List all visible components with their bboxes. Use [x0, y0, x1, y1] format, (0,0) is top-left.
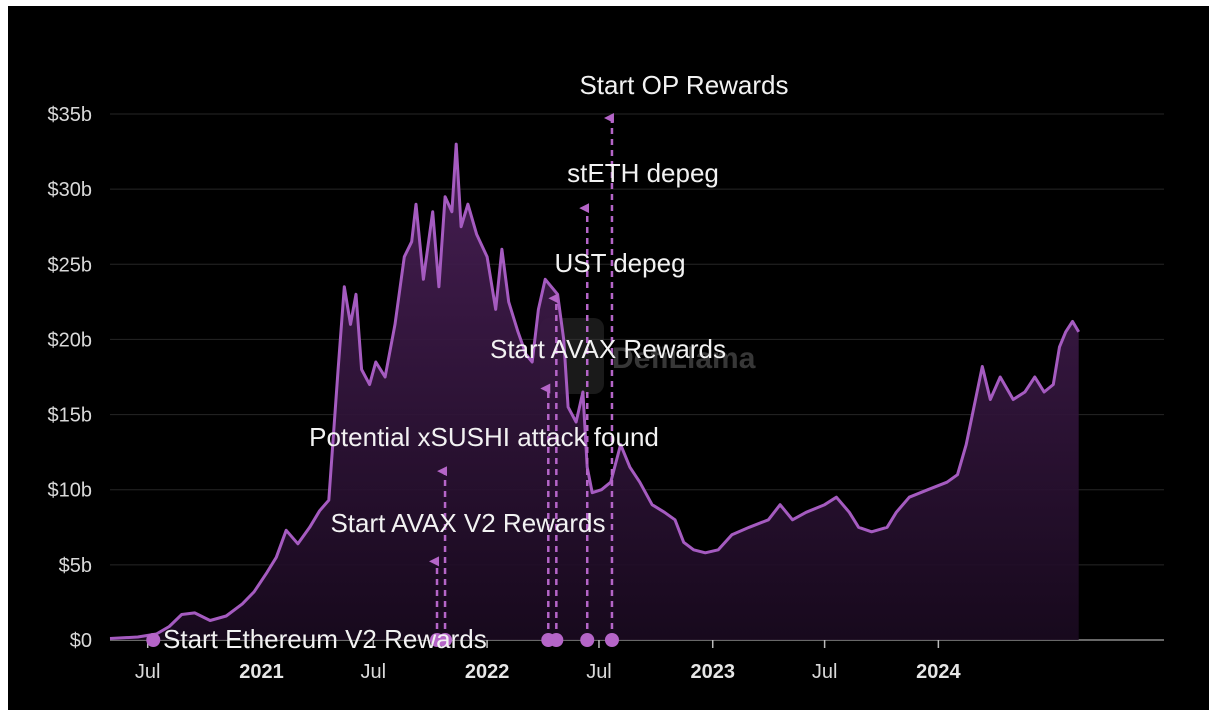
- x-tick-label: 2021: [239, 661, 284, 683]
- x-tick-label: Jul: [812, 661, 838, 683]
- y-axis: $0 $5b $10b $15b $20b $25b $30b $35b: [48, 104, 93, 652]
- annotation: [579, 203, 595, 647]
- x-tick-label: 2023: [690, 661, 735, 683]
- tvl-line: [109, 142, 1080, 640]
- y-tick-label: $15b: [48, 405, 93, 427]
- watermark-text: DefiLlama: [612, 342, 756, 375]
- annotation-label: Start Ethereum V2 Rewards: [163, 624, 487, 654]
- annotation-label: stETH depeg: [567, 158, 719, 188]
- annotation: [146, 633, 161, 647]
- x-tick-label: Jul: [361, 661, 387, 683]
- event-marker: [438, 633, 453, 647]
- annotation-label: UST depeg: [554, 248, 685, 278]
- annotation-label: Start OP Rewards: [579, 70, 788, 100]
- y-tick-label: $35b: [48, 104, 93, 126]
- y-tick-label: $5b: [59, 555, 92, 577]
- event-annotations: Start Ethereum V2 Rewards Start AVAX V2 R…: [146, 70, 789, 654]
- x-tick-label: Jul: [586, 661, 612, 683]
- event-marker: [604, 633, 619, 647]
- y-tick-label: $20b: [48, 329, 93, 351]
- event-marker: [549, 633, 564, 647]
- x-tick-label: 2022: [465, 661, 510, 683]
- tvl-area-fill: [110, 144, 1079, 640]
- x-axis: Jul 2021 Jul 2022 Jul 2023 Jul 2024: [135, 640, 961, 683]
- annotation-label: Start AVAX Rewards: [490, 334, 726, 364]
- x-tick-label: Jul: [135, 661, 161, 683]
- area-series: [109, 142, 1080, 640]
- annotation: [603, 113, 619, 647]
- y-tick-label: $0: [70, 630, 92, 652]
- annotation-label: Start AVAX V2 Rewards: [330, 508, 605, 538]
- y-tick-label: $30b: [48, 179, 93, 201]
- annotation: [437, 466, 453, 647]
- y-tick-label: $25b: [48, 254, 93, 276]
- annotation-label: Potential xSUSHI attack found: [309, 422, 659, 452]
- annotation: [548, 293, 564, 647]
- event-marker: [580, 633, 595, 647]
- event-marker: [146, 633, 161, 647]
- x-tick-label: 2024: [916, 661, 961, 683]
- y-tick-label: $10b: [48, 480, 93, 502]
